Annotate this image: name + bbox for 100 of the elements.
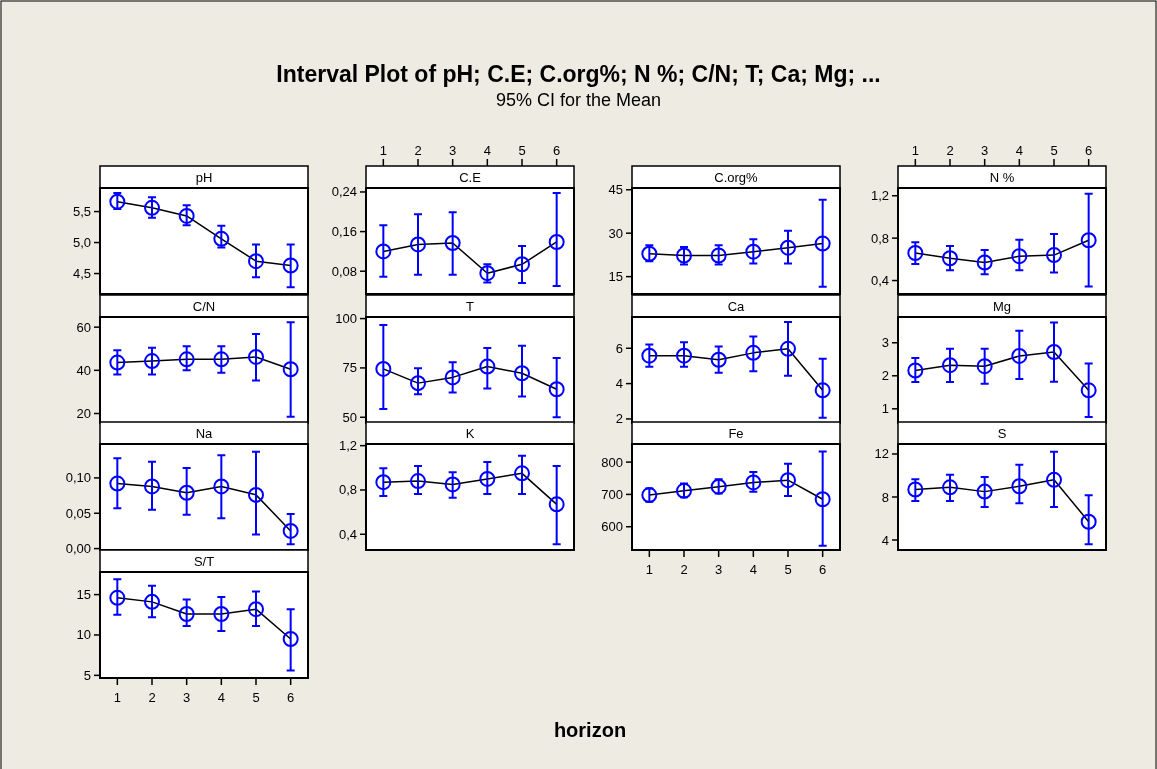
point	[109, 475, 126, 492]
point	[745, 243, 762, 260]
point	[1046, 344, 1062, 360]
chart-title: Ca	[727, 299, 746, 314]
point	[248, 348, 264, 365]
y-tick-label: 20	[76, 406, 91, 421]
point	[479, 470, 496, 487]
x2-tick-label: 1	[911, 143, 919, 158]
y-tick-label: 100	[335, 311, 357, 327]
point	[178, 351, 195, 368]
y-tick-label: 0,10	[65, 470, 91, 486]
point	[976, 254, 993, 271]
x-tick-label: 6	[287, 690, 295, 705]
point	[410, 473, 426, 490]
point	[780, 340, 796, 357]
point	[907, 481, 924, 498]
x2-tick-label: 6	[1085, 143, 1093, 158]
point	[676, 347, 692, 364]
y-tick-label: 1,2	[338, 438, 357, 454]
y-tick-label: 0,4	[870, 273, 889, 289]
y-tick-label: 50	[342, 409, 357, 425]
point	[109, 589, 126, 606]
point	[444, 234, 461, 251]
point	[942, 357, 958, 374]
point	[548, 233, 565, 250]
y-tick-label: 40	[76, 362, 91, 378]
x2-tick-label: 2	[946, 143, 954, 158]
x-tick-label: 3	[715, 562, 723, 577]
chart-title: S/T	[193, 554, 215, 569]
text: Interval Plot of pH; C.E; C.org%; N %; C/N; T; Ca; Mg; ...	[276, 61, 881, 87]
point	[213, 230, 230, 247]
point	[282, 361, 299, 378]
point	[745, 344, 762, 361]
y-tick-label: 6	[615, 340, 623, 356]
point	[1080, 382, 1097, 399]
x-tick-label: 5	[784, 562, 792, 577]
point	[375, 360, 392, 377]
x2-tick-label: 4	[1015, 143, 1023, 158]
y-tick-label: 12	[874, 446, 889, 462]
y-tick-label: 75	[342, 360, 357, 376]
point	[375, 474, 392, 491]
point	[410, 236, 426, 253]
point	[282, 522, 299, 539]
y-tick-label: 10	[76, 627, 91, 643]
chart-title: C.org%	[714, 170, 759, 185]
y-tick-label: 15	[608, 269, 623, 285]
y-tick-label: 0,24	[331, 184, 357, 200]
y-tick-label: 1	[881, 401, 889, 417]
x2-tick-label: 3	[449, 143, 457, 158]
point	[1046, 471, 1062, 488]
y-tick-label: 5	[83, 667, 91, 683]
point	[976, 483, 993, 500]
chart-title: N %	[989, 170, 1015, 185]
x-tick-label: 6	[819, 562, 827, 577]
point	[942, 250, 958, 267]
point	[976, 358, 993, 375]
y-tick-label: 0,8	[870, 230, 889, 246]
point	[479, 358, 496, 375]
x2-tick-label: 5	[1050, 143, 1058, 158]
x-tick-label: 1	[113, 690, 121, 705]
x-tick-label: 4	[749, 562, 757, 577]
y-tick-label: 1,2	[870, 188, 889, 204]
point	[907, 244, 924, 261]
point	[410, 375, 426, 392]
point	[1011, 248, 1028, 265]
point	[213, 351, 230, 368]
y-tick-label: 0,8	[338, 482, 357, 498]
x2-tick-label: 3	[981, 143, 989, 158]
chart-title: pH	[195, 170, 213, 185]
chart-title: S	[997, 426, 1007, 441]
point	[514, 365, 530, 382]
y-tick-label: 5,5	[72, 204, 91, 220]
y-tick-label: 0,00	[65, 541, 91, 557]
y-tick-label: 600	[601, 519, 623, 535]
x2-tick-label: 1	[379, 143, 387, 158]
chart-title: C.E	[459, 170, 482, 185]
point	[907, 362, 924, 379]
point	[444, 369, 461, 386]
point	[514, 256, 530, 273]
y-tick-label: 0,08	[331, 263, 357, 279]
y-tick-label: 3	[881, 335, 889, 351]
y-tick-label: 0,05	[65, 505, 91, 521]
chart-title: T	[466, 299, 475, 314]
point	[1046, 247, 1062, 264]
point	[144, 593, 160, 610]
point	[814, 491, 831, 508]
point	[248, 601, 264, 618]
chart-title: Mg	[992, 299, 1012, 314]
y-tick-label: 4	[881, 532, 889, 548]
chart-title: Na	[195, 426, 214, 441]
x-tick-label: 2	[148, 690, 156, 705]
point	[248, 486, 264, 503]
point	[780, 472, 796, 489]
y-tick-label: 4	[615, 376, 623, 392]
point	[1011, 347, 1028, 364]
point	[213, 478, 230, 495]
text: horizon	[553, 719, 627, 741]
x-tick-label: 5	[252, 690, 260, 705]
point	[375, 243, 392, 260]
point	[1011, 478, 1028, 495]
